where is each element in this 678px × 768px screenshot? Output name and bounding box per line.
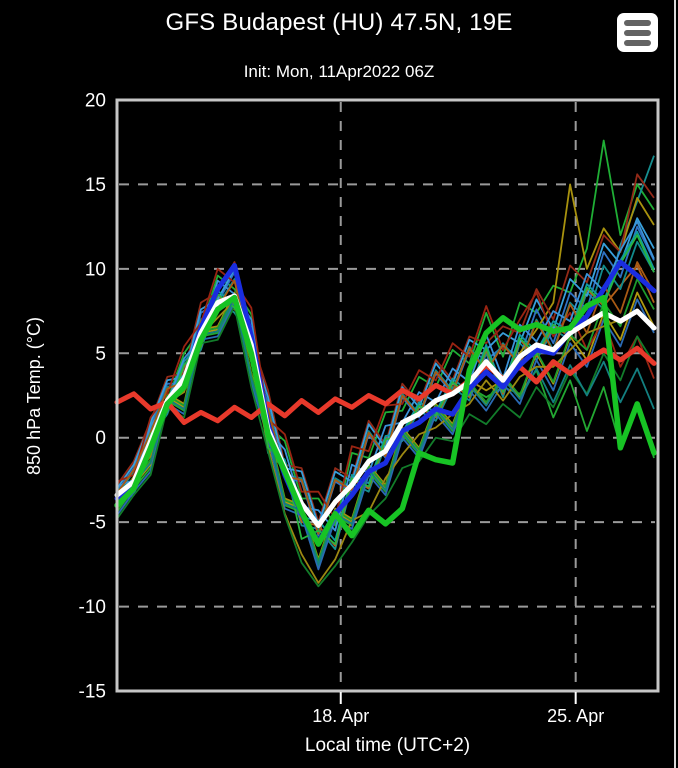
x-axis-title: Local time (UTC+2) — [305, 735, 470, 756]
hamburger-menu-icon — [617, 13, 658, 52]
thick-green-series-line — [114, 294, 657, 547]
y-tick-label--5: -5 — [89, 513, 106, 534]
y-tick-label-0: 0 — [95, 428, 106, 449]
y-tick-label--15: -15 — [79, 682, 106, 703]
chart-title: GFS Budapest (HU) 47.5N, 19E — [165, 9, 513, 36]
y-tick-label-10: 10 — [85, 259, 106, 280]
ensemble-member-16-line — [116, 305, 655, 588]
y-tick-label-5: 5 — [95, 344, 106, 365]
x-tick-label-25. Apr: 25. Apr — [547, 706, 604, 726]
plot-border — [115, 98, 660, 693]
thick-red-series-line — [114, 345, 657, 425]
x-tick-label-18. Apr: 18. Apr — [312, 706, 369, 726]
y-tick-label-20: 20 — [85, 91, 106, 112]
menu-button[interactable] — [617, 13, 658, 52]
y-axis-title: 850 hPa Temp. (°C) — [24, 317, 44, 475]
init-time-subtitle: Init: Mon, 11Apr2022 06Z — [243, 62, 435, 81]
thick-white-series-line — [114, 293, 657, 528]
y-tick-label-15: 15 — [85, 175, 106, 196]
ensemble-member-14-line — [116, 298, 655, 571]
right-edge-scrollbar[interactable] — [674, 0, 676, 768]
y-tick-label--10: -10 — [79, 597, 106, 618]
